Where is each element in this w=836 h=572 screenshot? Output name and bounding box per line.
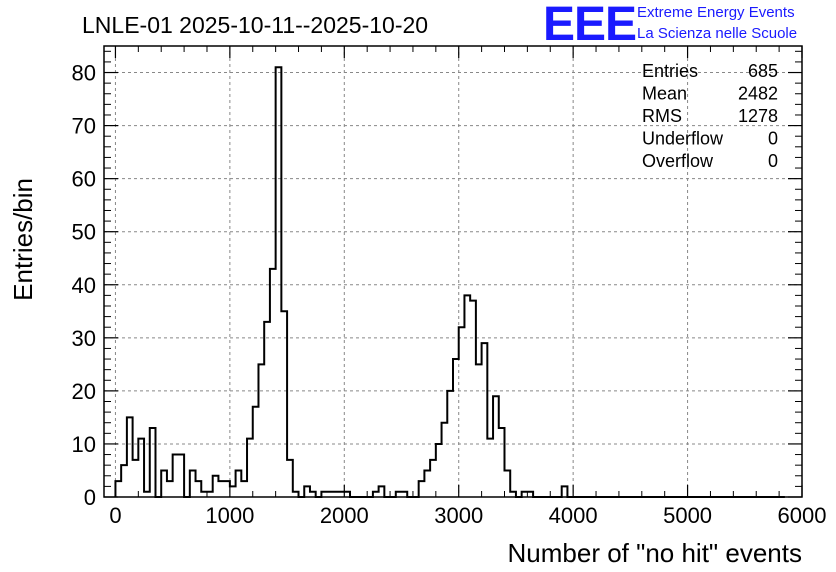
x-tick-label: 3000 <box>434 503 483 528</box>
grid-lines <box>104 46 803 497</box>
x-tick-label: 6000 <box>778 503 827 528</box>
y-tick-label: 30 <box>72 326 96 351</box>
plot-frame <box>103 45 803 498</box>
stats-value: 0 <box>768 151 778 171</box>
eee-logo-line2: La Scienza nelle Scuole <box>637 25 797 42</box>
axis-ticks: 0 1000 2000 3000 4000 5000 6000 0 10 20 30 40 50 60 70… <box>72 46 827 528</box>
stats-label: Mean <box>642 84 687 104</box>
x-tick-label: 4000 <box>549 503 598 528</box>
x-tick-label: 1000 <box>205 503 254 528</box>
stats-value: 2482 <box>738 84 778 104</box>
y-tick-label: 50 <box>72 220 96 245</box>
y-tick-label: 10 <box>72 432 96 457</box>
x-axis-label: Number of "no hit" events <box>508 538 803 568</box>
y-tick-label: 70 <box>72 114 96 139</box>
y-tick-label: 60 <box>72 167 96 192</box>
x-tick-label: 0 <box>109 503 121 528</box>
chart-title: LNLE-01 2025-10-11--2025-10-20 <box>82 12 428 38</box>
y-tick-label: 40 <box>72 273 96 298</box>
x-tick-label: 5000 <box>663 503 712 528</box>
eee-logo-line1: Extreme Energy Events <box>637 4 795 21</box>
stats-label: Underflow <box>642 129 724 149</box>
stats-value: 1278 <box>738 106 778 126</box>
y-axis-label: Entries/bin <box>8 178 38 301</box>
stats-value: 685 <box>748 61 778 81</box>
x-tick-label: 2000 <box>320 503 369 528</box>
y-tick-label: 0 <box>84 485 96 510</box>
stats-label: Overflow <box>642 151 714 171</box>
stats-box: Entries 685 Mean 2482 RMS 1278 Underflow 0 Overf… <box>642 61 778 171</box>
eee-logo: EEE Extreme Energy Events La Scienza nel… <box>543 0 797 51</box>
stats-label: Entries <box>642 61 698 81</box>
stats-value: 0 <box>768 129 778 149</box>
stats-label: RMS <box>642 106 682 126</box>
y-tick-label: 80 <box>72 61 96 86</box>
eee-logo-mark: EEE <box>543 0 636 51</box>
y-tick-label: 20 <box>72 379 96 404</box>
